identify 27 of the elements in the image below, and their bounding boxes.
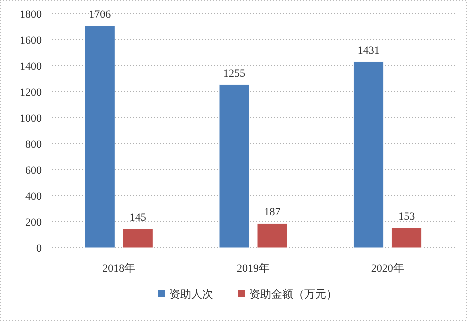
bar <box>122 228 154 248</box>
x-tick-label: 2020年 <box>371 263 404 275</box>
legend-label: 资助金额（万元） <box>250 288 338 301</box>
legend-label: 资助人次 <box>170 288 214 301</box>
y-tick-label: 1800 <box>20 9 42 21</box>
y-tick-label: 1600 <box>20 35 42 47</box>
data-label: 187 <box>264 206 282 219</box>
bar <box>354 62 384 248</box>
y-tick-label: 0 <box>36 243 42 255</box>
bar <box>84 26 116 248</box>
x-tick-label: 2019年 <box>237 263 270 275</box>
data-label: 1706 <box>89 9 112 22</box>
bar <box>257 223 288 248</box>
y-tick-label: 1000 <box>20 113 42 125</box>
y-tick-label: 1200 <box>20 87 42 99</box>
data-label: 1255 <box>224 68 246 80</box>
data-label: 145 <box>130 212 147 224</box>
y-tick-label: 200 <box>26 217 42 229</box>
y-tick-label: 400 <box>26 191 42 203</box>
data-label: 1431 <box>358 44 380 57</box>
x-tick-label: 2018年 <box>102 263 136 275</box>
y-tick-label: 800 <box>26 139 42 151</box>
data-label: 153 <box>398 211 416 224</box>
bar <box>219 84 250 248</box>
y-tick-label: 1400 <box>20 61 42 73</box>
bar <box>392 228 422 248</box>
y-tick-label: 600 <box>26 165 42 177</box>
